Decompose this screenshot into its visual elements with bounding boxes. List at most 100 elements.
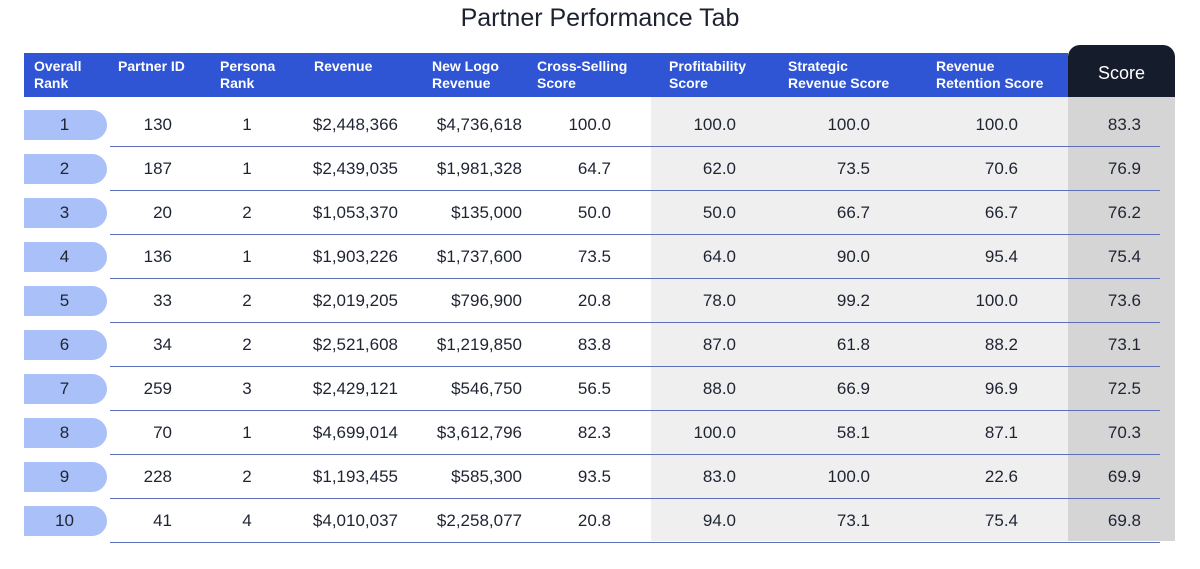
header-label-line2: Revenue Score bbox=[788, 75, 890, 91]
header-overall-rank[interactable]: Overall Rank bbox=[34, 58, 81, 92]
cell-new-logo-revenue: $1,981,328 bbox=[436, 159, 522, 178]
header-label-line1: Strategic bbox=[788, 58, 848, 74]
row-divider bbox=[110, 322, 1160, 323]
score-header[interactable]: Score bbox=[1068, 45, 1175, 97]
cell-partner-id: 187 bbox=[143, 159, 172, 178]
header-label-line1: Overall bbox=[34, 58, 82, 74]
header-label-line2: Score bbox=[537, 75, 576, 91]
cell-revenue-retention-score: 22.6 bbox=[984, 467, 1018, 486]
cell-profitability-score: 100.0 bbox=[693, 115, 736, 134]
cell-revenue: $2,429,121 bbox=[312, 379, 398, 398]
cell-profitability-score: 88.0 bbox=[702, 379, 736, 398]
cell-cross-selling-score: 100.0 bbox=[568, 115, 611, 134]
cell-new-logo-revenue: $1,219,850 bbox=[436, 335, 522, 354]
cell-cross-selling-score: 82.3 bbox=[577, 423, 611, 442]
cell-score: 69.8 bbox=[1107, 511, 1141, 530]
header-label-line1: Revenue bbox=[314, 58, 373, 74]
header-cross-selling-score[interactable]: Cross-Selling Score bbox=[537, 58, 627, 92]
cell-profitability-score: 83.0 bbox=[702, 467, 736, 486]
table-header bbox=[24, 53, 1068, 97]
cell-new-logo-revenue: $546,750 bbox=[451, 379, 522, 398]
cell-revenue: $2,521,608 bbox=[312, 335, 398, 354]
cell-score: 73.1 bbox=[1107, 335, 1141, 354]
rank-badge: 6 bbox=[24, 330, 107, 360]
cell-new-logo-revenue: $796,900 bbox=[451, 291, 522, 310]
cell-partner-id: 228 bbox=[143, 467, 172, 486]
cell-profitability-score: 50.0 bbox=[702, 203, 736, 222]
row-divider bbox=[110, 498, 1160, 499]
cell-partner-id: 130 bbox=[143, 115, 172, 134]
rank-badge: 1 bbox=[24, 110, 107, 140]
cell-strategic-revenue-score: 58.1 bbox=[836, 423, 870, 442]
cell-partner-id: 34 bbox=[153, 335, 172, 354]
cell-revenue-retention-score: 96.9 bbox=[984, 379, 1018, 398]
cell-new-logo-revenue: $4,736,618 bbox=[436, 115, 522, 134]
header-partner-id[interactable]: Partner ID bbox=[118, 58, 185, 75]
cell-profitability-score: 62.0 bbox=[702, 159, 736, 178]
cell-partner-id: 41 bbox=[153, 511, 172, 530]
cell-cross-selling-score: 73.5 bbox=[577, 247, 611, 266]
header-label-line1: Profitability bbox=[669, 58, 747, 74]
cell-strategic-revenue-score: 61.8 bbox=[836, 335, 870, 354]
cell-score: 83.3 bbox=[1107, 115, 1141, 134]
cell-revenue: $1,193,455 bbox=[312, 467, 398, 486]
cell-persona-rank: 1 bbox=[242, 115, 252, 134]
cell-strategic-revenue-score: 73.5 bbox=[836, 159, 870, 178]
cell-strategic-revenue-score: 90.0 bbox=[836, 247, 870, 266]
row-divider bbox=[110, 454, 1160, 455]
header-label-line2: Retention Score bbox=[936, 75, 1044, 91]
cell-cross-selling-score: 56.5 bbox=[577, 379, 611, 398]
cell-revenue-retention-score: 88.2 bbox=[984, 335, 1018, 354]
header-revenue[interactable]: Revenue bbox=[314, 58, 372, 75]
row-divider bbox=[110, 278, 1160, 279]
cell-revenue-retention-score: 100.0 bbox=[975, 115, 1018, 134]
cell-profitability-score: 94.0 bbox=[702, 511, 736, 530]
header-revenue-retention-score[interactable]: Revenue Retention Score bbox=[936, 58, 1043, 92]
row-divider bbox=[110, 146, 1160, 147]
cell-profitability-score: 87.0 bbox=[702, 335, 736, 354]
cell-new-logo-revenue: $585,300 bbox=[451, 467, 522, 486]
cell-revenue: $2,019,205 bbox=[312, 291, 398, 310]
header-persona-rank[interactable]: Persona Rank bbox=[220, 58, 275, 92]
cell-revenue-retention-score: 66.7 bbox=[984, 203, 1018, 222]
cell-revenue-retention-score: 75.4 bbox=[984, 511, 1018, 530]
row-divider bbox=[110, 542, 1160, 543]
rank-badge: 8 bbox=[24, 418, 107, 448]
cell-score: 73.6 bbox=[1107, 291, 1141, 310]
cell-revenue-retention-score: 87.1 bbox=[984, 423, 1018, 442]
header-label-line2: Score bbox=[669, 75, 708, 91]
cell-strategic-revenue-score: 66.9 bbox=[836, 379, 870, 398]
row-divider bbox=[110, 410, 1160, 411]
cell-persona-rank: 1 bbox=[242, 423, 252, 442]
header-strategic-revenue-score[interactable]: Strategic Revenue Score bbox=[788, 58, 889, 92]
cell-score: 72.5 bbox=[1107, 379, 1141, 398]
cell-score: 70.3 bbox=[1107, 423, 1141, 442]
cell-revenue: $2,439,035 bbox=[312, 159, 398, 178]
cell-profitability-score: 78.0 bbox=[702, 291, 736, 310]
row-divider bbox=[110, 366, 1160, 367]
cell-revenue-retention-score: 100.0 bbox=[975, 291, 1018, 310]
header-label-line1: Partner ID bbox=[118, 58, 185, 74]
cell-cross-selling-score: 20.8 bbox=[577, 291, 611, 310]
header-label-line1: New Logo bbox=[432, 58, 499, 74]
cell-revenue: $4,699,014 bbox=[312, 423, 398, 442]
rank-badge: 3 bbox=[24, 198, 107, 228]
cell-persona-rank: 4 bbox=[242, 511, 252, 530]
cell-persona-rank: 2 bbox=[242, 467, 252, 486]
header-profitability-score[interactable]: Profitability Score bbox=[669, 58, 746, 92]
cell-new-logo-revenue: $1,737,600 bbox=[436, 247, 522, 266]
cell-strategic-revenue-score: 100.0 bbox=[827, 467, 870, 486]
cell-revenue-retention-score: 70.6 bbox=[984, 159, 1018, 178]
cell-cross-selling-score: 50.0 bbox=[577, 203, 611, 222]
cell-cross-selling-score: 64.7 bbox=[577, 159, 611, 178]
cell-revenue: $1,053,370 bbox=[312, 203, 398, 222]
cell-revenue: $4,010,037 bbox=[312, 511, 398, 530]
header-label-line2: Rank bbox=[220, 75, 255, 91]
cell-cross-selling-score: 20.8 bbox=[577, 511, 611, 530]
highlight-panel bbox=[651, 97, 1068, 541]
cell-profitability-score: 64.0 bbox=[702, 247, 736, 266]
rank-badge: 4 bbox=[24, 242, 107, 272]
cell-persona-rank: 3 bbox=[242, 379, 252, 398]
header-new-logo-revenue[interactable]: New Logo Revenue bbox=[432, 58, 499, 92]
rank-badge: 7 bbox=[24, 374, 107, 404]
